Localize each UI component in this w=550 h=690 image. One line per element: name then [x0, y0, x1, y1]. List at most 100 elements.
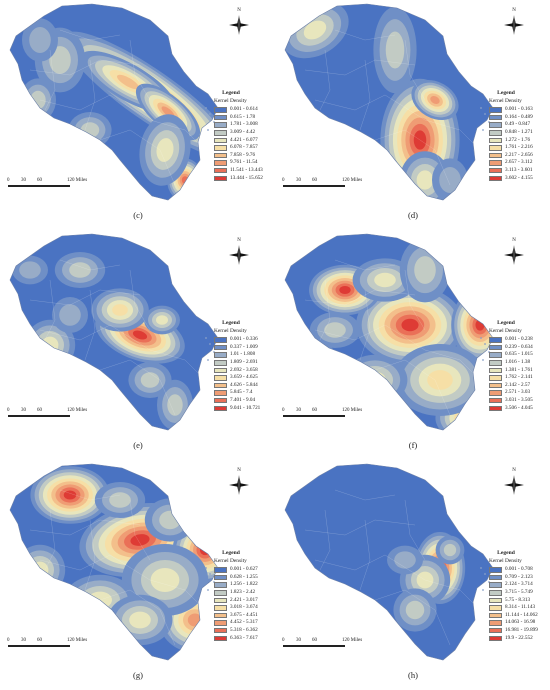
admin-boundary	[129, 269, 151, 331]
kernel-density-map	[9, 233, 219, 431]
admin-boundary	[39, 554, 151, 581]
scale-bar-segment	[8, 185, 24, 187]
legend-label: 2.217 - 2.656	[505, 151, 533, 158]
scale-tick-label: 0	[282, 638, 285, 643]
scale-tick-label: 0	[7, 408, 10, 413]
island	[484, 573, 486, 575]
admin-boundary	[359, 519, 371, 591]
legend-swatch	[489, 590, 502, 596]
scale-bar-segment	[299, 415, 315, 417]
density-contour	[63, 490, 77, 500]
legend-label: 0.635 - 1.015	[505, 351, 533, 358]
legend-swatch	[214, 597, 227, 604]
legend-entry: 11.144 - 14.062	[489, 612, 538, 620]
scale-bar: 0 30 60 120 Miles	[282, 638, 393, 650]
legend: Legend Kernel Density 0.001 - 0.708 0.709 -…	[489, 550, 538, 642]
island	[209, 343, 211, 345]
scale-bar-segment	[40, 185, 70, 187]
island	[207, 129, 209, 131]
scale-bar: 0 30 60 120 Miles	[7, 408, 118, 420]
admin-boundary	[129, 39, 151, 101]
legend-entry: 0.001 - 0.336	[214, 336, 262, 344]
density-contour	[112, 304, 128, 316]
legend-label: 5.318 - 6.362	[230, 626, 258, 633]
legend-entry: 3.659 - 4.625	[214, 374, 262, 382]
scale-bar: 0 30 60 120 Miles	[282, 408, 393, 420]
legend-entry: 6.363 - 7.617	[214, 635, 262, 643]
legend-label: 7.858 - 9.76	[230, 151, 256, 158]
island	[205, 337, 207, 339]
density-contour	[416, 170, 434, 190]
north-label: N	[237, 8, 241, 13]
legend-label: 1.016 - 1.38	[505, 358, 531, 365]
legend-label: 1.762 - 2.141	[505, 374, 533, 381]
legend-entry: 0.001 - 0.163	[489, 106, 537, 114]
legend-swatch	[214, 582, 227, 588]
density-contour	[150, 568, 180, 592]
legend-swatch	[489, 405, 502, 412]
legend-label: 1.761 - 2.216	[505, 144, 533, 151]
legend-label: 5.75 - 8.313	[505, 596, 531, 603]
scale-tick-label: 60	[37, 178, 42, 183]
legend-label: 2.692 - 3.658	[230, 366, 258, 373]
admin-boundary	[129, 499, 151, 561]
admin-boundary	[44, 509, 56, 571]
legend-swatch	[214, 635, 227, 642]
legend-entry: 3.018 - 3.674	[214, 604, 262, 612]
legend-label: 0.709 - 2.123	[505, 573, 533, 580]
legend-swatch	[489, 612, 502, 619]
legend-swatch	[214, 152, 227, 159]
legend-entry: 11.541 - 13.443	[214, 167, 263, 175]
legend-label: 0.239 - 0.634	[505, 343, 533, 350]
island	[482, 359, 484, 361]
legend-swatch	[214, 590, 227, 596]
admin-boundary	[424, 349, 476, 376]
legend-entry: 0.001 - 0.627	[214, 566, 262, 574]
scale-bar-segment	[40, 645, 70, 647]
density-contour	[29, 27, 51, 53]
legend-subtitle: Kernel Density	[214, 97, 247, 104]
kernel-density-map	[9, 3, 219, 201]
scale-bar: 0 30 60 120 Miles	[7, 638, 118, 650]
legend-swatch	[489, 620, 502, 626]
admin-boundary	[334, 29, 396, 41]
legend-swatch	[489, 582, 502, 588]
admin-boundary	[304, 289, 416, 306]
north-label: N	[237, 238, 241, 243]
admin-boundary	[404, 499, 426, 561]
island	[205, 567, 207, 569]
legend-entry: 8.314 - 11.143	[489, 604, 538, 612]
legend-entry: 0.239 - 0.634	[489, 344, 537, 352]
legend: Legend Kernel Density 0.001 - 0.627 0.628 -…	[214, 550, 262, 642]
legend-title: Legend	[222, 550, 240, 556]
legend-swatch	[214, 107, 227, 113]
panel-caption: (d)	[408, 210, 418, 220]
legend-label: 9.761 - 11.54	[230, 159, 258, 166]
north-arrow-icon: N	[228, 238, 250, 270]
density-contour	[430, 95, 440, 105]
density-contour	[374, 272, 396, 288]
north-label: N	[512, 238, 516, 243]
legend-entry: 1.809 - 2.691	[214, 359, 262, 367]
legend-entry: 0.615 - 1.78	[214, 114, 263, 122]
legend-label: 19.9 - 22.552	[505, 634, 533, 641]
density-contour	[109, 492, 131, 508]
legend-label: 2.657 - 3.112	[505, 159, 533, 166]
density-contour	[405, 600, 425, 620]
density-contour	[130, 534, 150, 546]
legend-swatch	[214, 175, 227, 182]
region-outline	[9, 463, 219, 661]
density-contour	[30, 90, 46, 110]
legend-swatch	[489, 352, 502, 358]
legend-label: 0.001 - 0.336	[230, 336, 258, 343]
legend-swatch	[214, 167, 227, 174]
density-contour	[443, 543, 457, 557]
admin-boundary	[424, 119, 476, 146]
admin-boundary	[44, 279, 56, 341]
admin-boundary	[424, 579, 476, 606]
scale-tick-label: 30	[21, 178, 26, 183]
legend-swatch	[489, 605, 502, 611]
legend-entry: 1.381 - 1.761	[489, 367, 537, 375]
legend-entry: 13.444 - 15.652	[214, 175, 263, 183]
legend-label: 0.628 - 1.255	[230, 573, 258, 580]
